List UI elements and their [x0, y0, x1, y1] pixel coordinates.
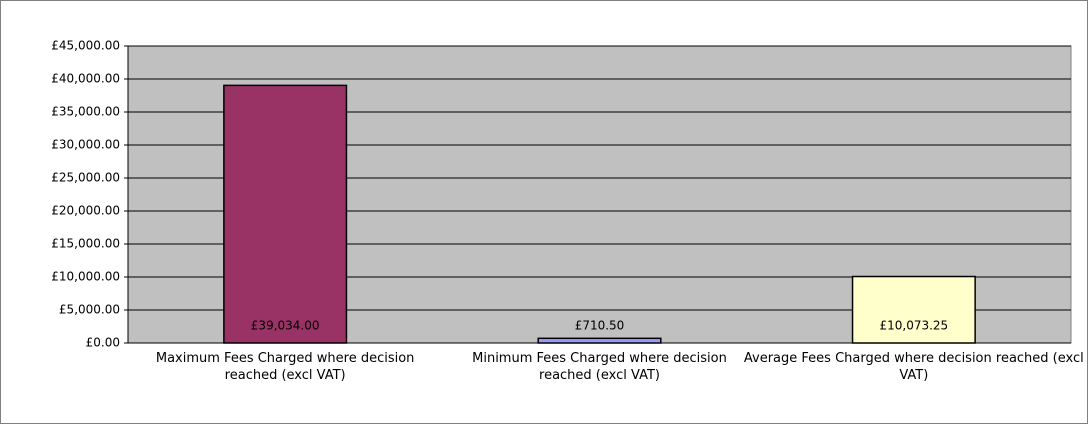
bar: [537, 337, 662, 344]
y-tick-label: £5,000.00: [59, 303, 120, 317]
y-tick-label: £45,000.00: [51, 39, 120, 53]
bar: [851, 275, 976, 344]
y-tick-label: £15,000.00: [51, 237, 120, 251]
y-tick-label: £25,000.00: [51, 171, 120, 185]
y-tick-label: £35,000.00: [51, 105, 120, 119]
y-tick-label: £40,000.00: [51, 72, 120, 86]
y-tick-label: £0.00: [86, 336, 120, 350]
x-tick-label: Minimum Fees Charged where decision reac…: [472, 351, 727, 383]
data-label: £39,034.00: [251, 319, 320, 333]
bar: [223, 84, 348, 344]
x-tick-label: Average Fees Charged where decision reac…: [743, 351, 1084, 383]
x-tick-label: Maximum Fees Charged where decision reac…: [155, 351, 415, 383]
y-tick-label: £20,000.00: [51, 204, 120, 218]
y-tick-label: £10,000.00: [51, 270, 120, 284]
y-tick-label: £30,000.00: [51, 138, 120, 152]
data-label: £710.50: [575, 319, 625, 333]
data-label: £10,073.25: [879, 319, 948, 333]
